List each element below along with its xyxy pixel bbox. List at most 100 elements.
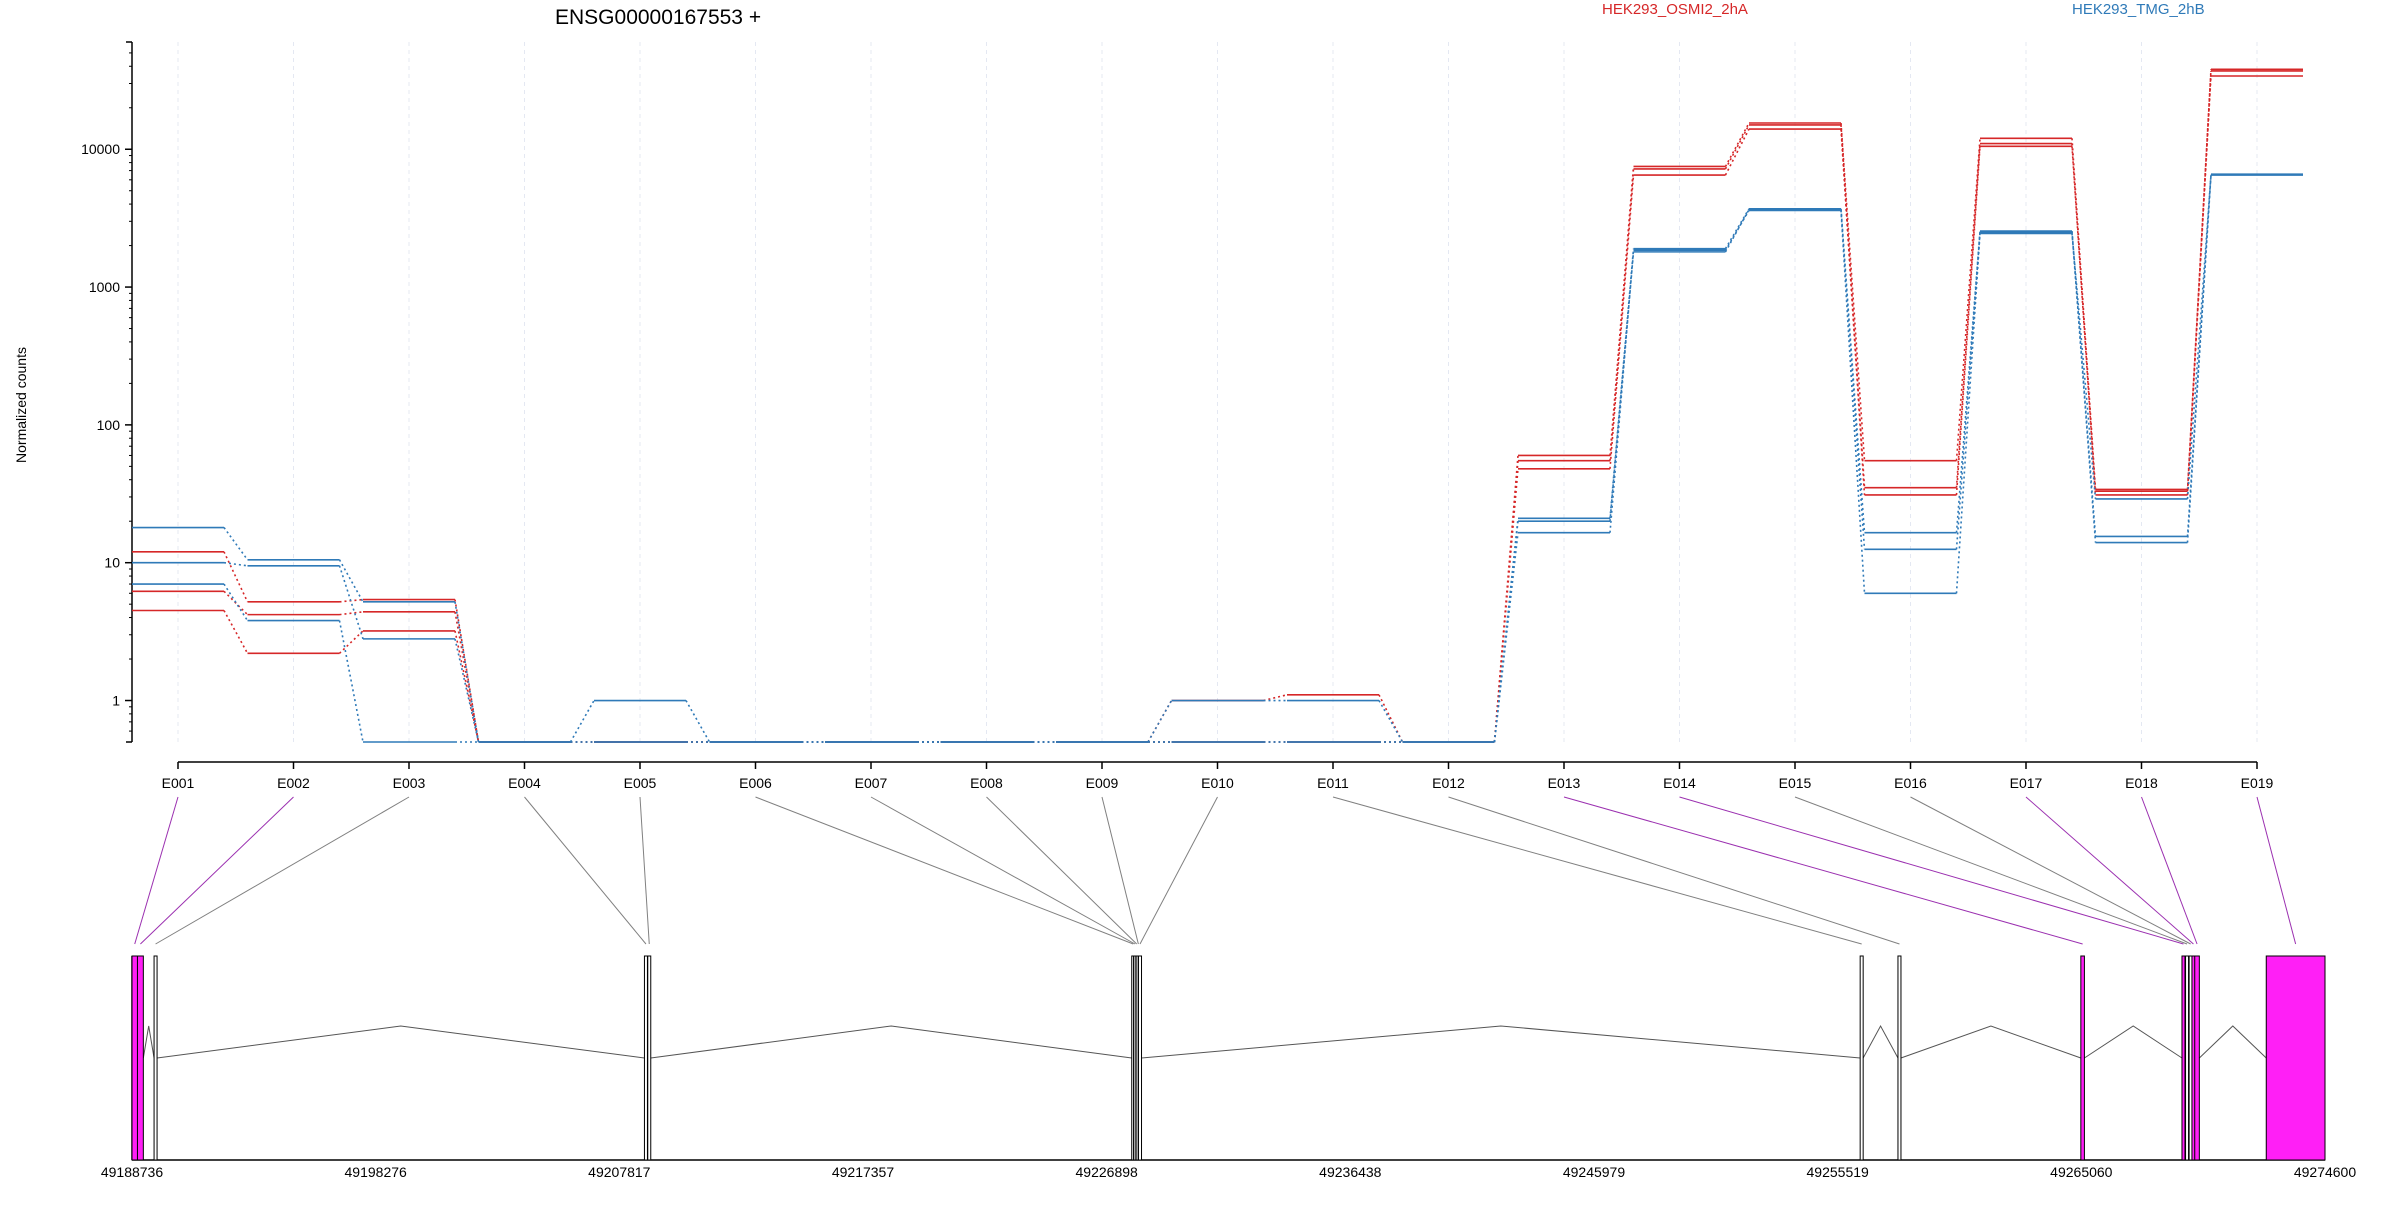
exon-box-e019: [2265, 955, 2326, 1161]
exon-connector-e006: [755, 796, 1134, 945]
genomic-tick-label-7: 49255519: [1807, 1164, 1870, 1180]
series-1-connector-2: [454, 611, 480, 743]
series-2-connector-11: [1493, 468, 1519, 743]
exon-box-e004: [643, 955, 648, 1161]
exon-box-e012: [1897, 955, 1902, 1161]
exon-connector-e004: [524, 796, 647, 945]
x-tick-label-e002: E002: [277, 775, 310, 791]
intron-2: [650, 1025, 1132, 1059]
x-tick-label-e006: E006: [739, 775, 772, 791]
x-tick-label-e018: E018: [2125, 775, 2158, 791]
series-0-connector-2: [454, 599, 480, 743]
chart-title: ENSG00000167553 +: [555, 6, 761, 29]
y-axis-label: Normalized counts: [13, 347, 29, 463]
series-5-connector-0: [223, 583, 249, 622]
series-3-connector-14: [1840, 208, 1866, 533]
series-4-connector-15: [1955, 232, 1981, 550]
intron-3: [1141, 1025, 1861, 1059]
exon-box-e003: [153, 955, 158, 1161]
series-5-connector-1: [338, 620, 364, 743]
series-1-connector-9: [1263, 694, 1288, 702]
x-tick-label-e016: E016: [1894, 775, 1927, 791]
series-3-connector-12: [1609, 248, 1635, 519]
series-1-connector-13: [1724, 124, 1750, 170]
y-tick-label-10000: 10000: [81, 141, 120, 157]
genomic-tick-label-9: 49274600: [2294, 1164, 2357, 1180]
series-2-connector-14: [1840, 129, 1866, 496]
series-1-connector-10: [1378, 694, 1404, 743]
exon-box-e018: [2194, 955, 2200, 1161]
genomic-tick-label-5: 49236438: [1319, 1164, 1382, 1180]
series-1-connector-16: [2071, 143, 2097, 492]
series-2-connector-13: [1724, 128, 1750, 176]
exon-connector-e007: [870, 796, 1136, 945]
series-1-connector-1: [339, 611, 364, 616]
series-0-connector-13: [1724, 122, 1750, 167]
series-5-connector-11: [1493, 532, 1519, 743]
intron-0: [142, 1025, 155, 1059]
series-0-connector-11: [1493, 455, 1519, 743]
exon-connector-e012: [1448, 796, 1900, 945]
series-0-connector-0: [223, 551, 249, 603]
x-tick-label-e005: E005: [624, 775, 657, 791]
genomic-tick-label-3: 49217357: [832, 1164, 895, 1180]
series-0-connector-15: [1955, 138, 1981, 461]
series-2-connector-2: [454, 630, 480, 743]
series-1-connector-0: [223, 590, 249, 616]
intron-7: [2198, 1025, 2267, 1059]
x-tick-label-e008: E008: [970, 775, 1003, 791]
genomic-tick-label-0: 49188736: [101, 1164, 164, 1180]
x-tick-label-e009: E009: [1086, 775, 1119, 791]
exon-connector-e011: [1332, 796, 1862, 945]
x-tick-label-e012: E012: [1432, 775, 1465, 791]
intron-5: [1900, 1025, 2082, 1059]
series-2-connector-15: [1955, 146, 1981, 496]
series-line-5: [132, 173, 2303, 743]
exon-box-e013: [2080, 955, 2085, 1161]
exon-box-e001: [131, 955, 138, 1161]
exon-connector-e017: [2025, 796, 2194, 945]
exon-connector-e018: [2141, 796, 2198, 945]
genomic-tick-label-2: 49207817: [588, 1164, 651, 1180]
exon-connector-e013: [1563, 796, 2083, 945]
x-tick-label-e010: E010: [1201, 775, 1234, 791]
series-5-connector-15: [1955, 233, 1981, 594]
exon-box-e015: [2185, 955, 2190, 1161]
y-tick-label-10: 10: [104, 555, 120, 571]
x-tick-label-e003: E003: [393, 775, 426, 791]
x-tick-label-e013: E013: [1548, 775, 1581, 791]
x-tick-label-e007: E007: [855, 775, 888, 791]
series-5-connector-12: [1609, 250, 1635, 533]
series-3-connector-1: [338, 559, 364, 603]
x-tick-label-e001: E001: [162, 775, 195, 791]
genomic-tick-label-8: 49265060: [2050, 1164, 2113, 1180]
intron-1: [157, 1025, 645, 1059]
x-tick-label-e017: E017: [2010, 775, 2043, 791]
exon-connector-e002: [140, 796, 294, 945]
exon-connector-e014: [1679, 796, 2184, 945]
series-4-connector-8: [1147, 700, 1173, 743]
exon-box-e011: [1859, 955, 1864, 1161]
legend-entry-osmi2: HEK293_OSMI2_2hA: [1602, 1, 1748, 18]
y-tick-label-1000: 1000: [89, 279, 120, 295]
exon-connector-e001: [134, 796, 179, 945]
genomic-tick-label-1: 49198276: [345, 1164, 408, 1180]
series-4-connector-3: [569, 700, 595, 743]
series-0-connector-14: [1840, 122, 1866, 461]
series-2-connector-12: [1609, 174, 1635, 469]
intron-4: [1862, 1024, 1899, 1059]
series-1-connector-17: [2186, 70, 2212, 492]
genomic-tick-label-4: 49226898: [1076, 1164, 1139, 1180]
x-tick-label-e014: E014: [1663, 775, 1696, 791]
legend-entry-tmg: HEK293_TMG_2hB: [2072, 1, 2205, 18]
series-4-connector-4: [685, 700, 711, 743]
series-4-connector-1: [338, 565, 364, 640]
exon-connector-e010: [1139, 796, 1218, 945]
exon-connector-e008: [986, 796, 1138, 945]
series-4-connector-10: [1378, 700, 1404, 743]
genomic-tick-label-6: 49245979: [1563, 1164, 1626, 1180]
exon-connector-e003: [155, 796, 410, 945]
exon-connector-e016: [1910, 796, 2191, 945]
